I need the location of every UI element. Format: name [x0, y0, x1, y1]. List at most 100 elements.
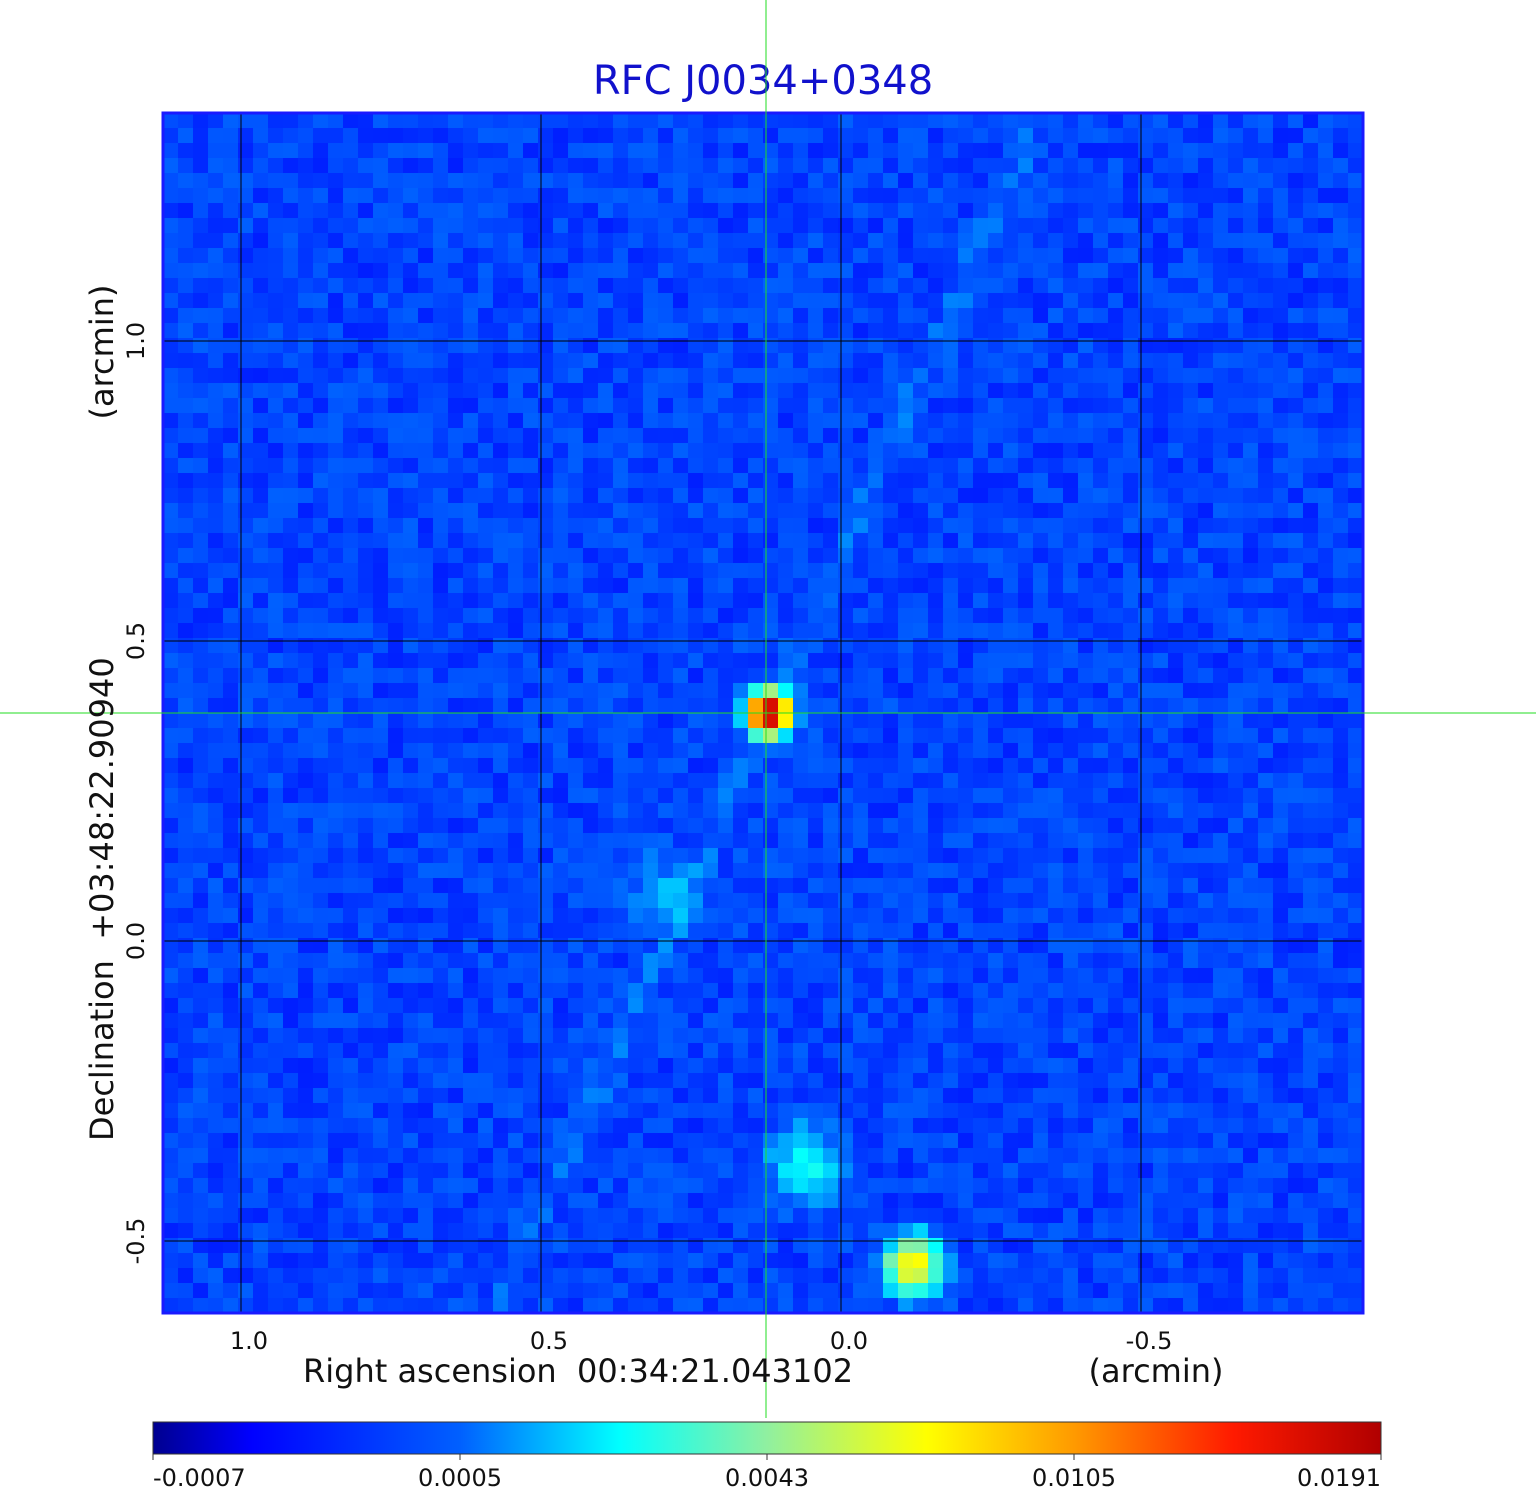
map-pixel [328, 188, 344, 204]
map-pixel [898, 683, 914, 699]
map-pixel [328, 1088, 344, 1104]
map-pixel [688, 248, 704, 264]
map-pixel [658, 1013, 674, 1029]
map-pixel [358, 113, 374, 129]
map-pixel [1048, 1118, 1064, 1134]
map-pixel [553, 998, 569, 1014]
map-pixel [868, 908, 884, 924]
map-pixel [538, 548, 554, 564]
map-pixel [943, 773, 959, 789]
map-pixel [568, 1178, 584, 1194]
map-pixel [388, 863, 404, 879]
map-pixel [433, 308, 449, 324]
map-pixel [358, 518, 374, 534]
map-pixel [913, 1253, 929, 1269]
map-pixel [463, 473, 479, 489]
map-pixel [703, 413, 719, 429]
map-pixel [703, 938, 719, 954]
map-pixel [208, 743, 224, 759]
map-pixel [253, 983, 269, 999]
map-pixel [898, 893, 914, 909]
map-pixel [958, 698, 974, 714]
map-pixel [568, 1253, 584, 1269]
map-pixel [358, 1103, 374, 1119]
map-pixel [253, 1133, 269, 1149]
map-pixel [178, 1148, 194, 1164]
map-pixel [493, 1163, 509, 1179]
map-pixel [1033, 983, 1049, 999]
map-pixel [838, 563, 854, 579]
map-pixel [973, 533, 989, 549]
map-pixel [493, 263, 509, 279]
map-pixel [553, 1298, 569, 1314]
map-pixel [268, 1073, 284, 1089]
map-pixel [628, 1148, 644, 1164]
map-pixel [433, 1178, 449, 1194]
map-pixel [1018, 383, 1034, 399]
map-pixel [208, 1283, 224, 1299]
map-pixel [1063, 953, 1079, 969]
map-pixel [268, 368, 284, 384]
map-pixel [598, 1103, 614, 1119]
map-pixel [1033, 248, 1049, 264]
map-pixel [418, 398, 434, 414]
map-pixel [643, 908, 659, 924]
map-pixel [298, 113, 314, 129]
map-pixel [1018, 1253, 1034, 1269]
map-pixel [838, 713, 854, 729]
map-pixel [733, 953, 749, 969]
map-pixel [988, 1178, 1004, 1194]
map-pixel [208, 113, 224, 129]
map-pixel [268, 908, 284, 924]
map-pixel [538, 728, 554, 744]
map-pixel [988, 698, 1004, 714]
map-pixel [238, 398, 254, 414]
map-pixel [163, 968, 179, 984]
map-pixel [373, 248, 389, 264]
map-pixel [808, 1208, 824, 1224]
map-pixel [778, 188, 794, 204]
map-pixel [418, 278, 434, 294]
map-pixel [703, 1253, 719, 1269]
map-pixel [418, 323, 434, 339]
map-pixel [643, 338, 659, 354]
map-pixel [328, 1148, 344, 1164]
map-pixel [478, 1028, 494, 1044]
map-pixel [163, 953, 179, 969]
map-pixel [388, 833, 404, 849]
map-pixel [943, 848, 959, 864]
map-pixel [1033, 323, 1049, 339]
map-pixel [793, 428, 809, 444]
map-pixel [688, 233, 704, 249]
map-pixel [313, 1073, 329, 1089]
map-pixel [403, 278, 419, 294]
map-pixel [433, 263, 449, 279]
map-pixel [1003, 638, 1019, 654]
map-pixel [403, 653, 419, 669]
map-pixel [568, 158, 584, 174]
map-pixel [238, 623, 254, 639]
map-pixel [208, 923, 224, 939]
map-pixel [283, 308, 299, 324]
map-pixel [178, 293, 194, 309]
map-pixel [508, 608, 524, 624]
map-pixel [283, 1043, 299, 1059]
map-pixel [763, 263, 779, 279]
map-pixel [463, 1118, 479, 1134]
map-pixel [538, 953, 554, 969]
map-pixel [553, 323, 569, 339]
map-pixel [1048, 488, 1064, 504]
map-pixel [988, 1073, 1004, 1089]
map-pixel [958, 188, 974, 204]
map-pixel [373, 473, 389, 489]
map-pixel [448, 698, 464, 714]
map-pixel [748, 563, 764, 579]
map-pixel [463, 1268, 479, 1284]
map-pixel [268, 518, 284, 534]
map-pixel [388, 1268, 404, 1284]
map-pixel [523, 1268, 539, 1284]
map-pixel [883, 713, 899, 729]
map-pixel [433, 1133, 449, 1149]
map-pixel [808, 1253, 824, 1269]
map-pixel [223, 923, 239, 939]
